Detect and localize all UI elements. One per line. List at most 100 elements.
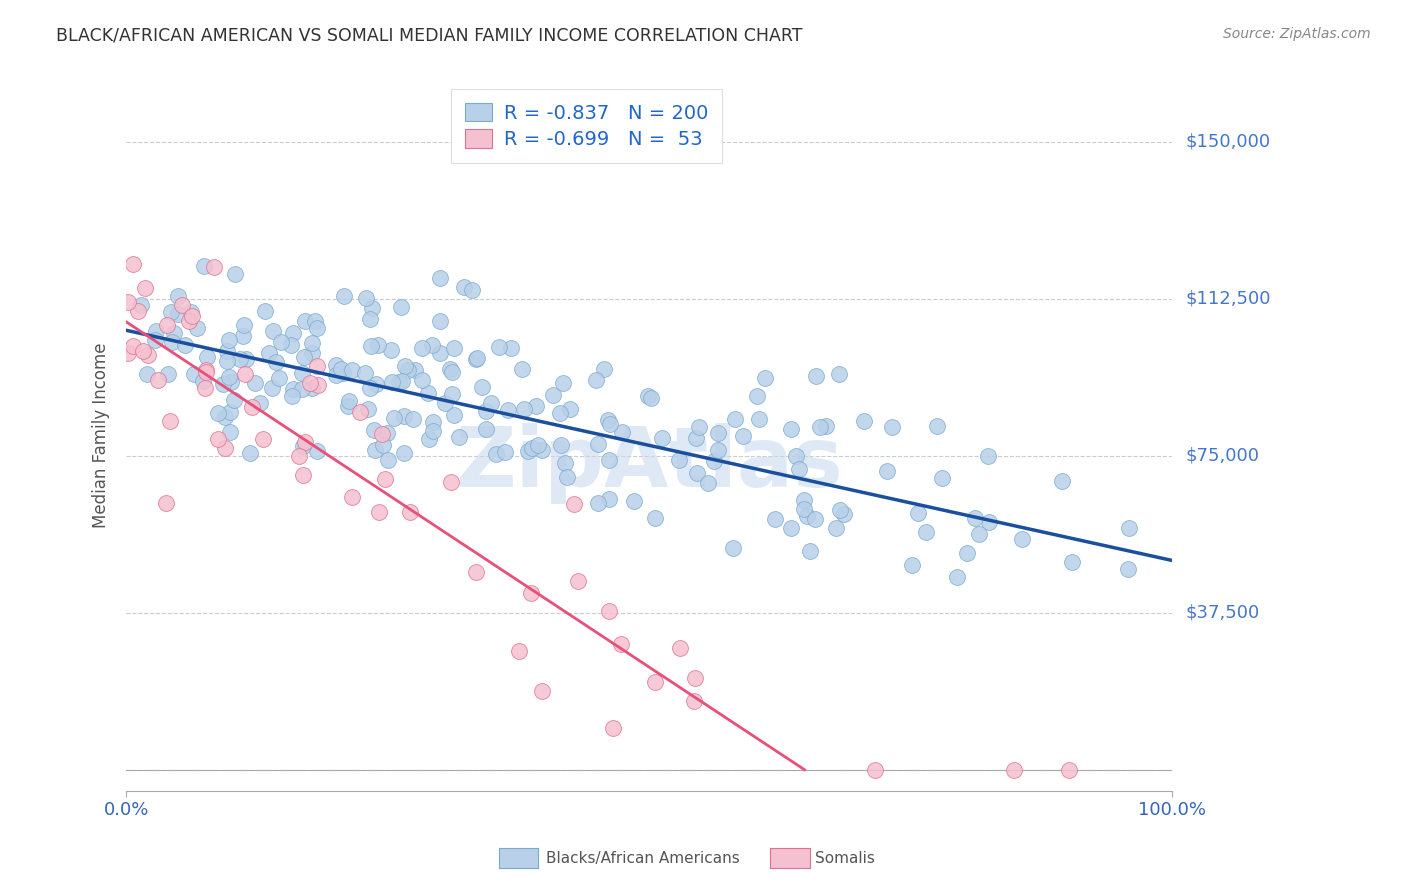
Point bbox=[530, 684, 553, 698]
Point bbox=[127, 304, 149, 318]
Point bbox=[554, 456, 576, 470]
Point bbox=[367, 338, 389, 352]
Point bbox=[411, 373, 433, 387]
Point bbox=[249, 396, 271, 410]
Point bbox=[668, 452, 690, 467]
Point bbox=[637, 389, 659, 403]
Point bbox=[876, 464, 898, 478]
Point bbox=[553, 376, 575, 391]
Point bbox=[301, 335, 323, 350]
Point bbox=[391, 374, 413, 388]
Point bbox=[122, 257, 145, 271]
Point bbox=[793, 501, 815, 516]
Point bbox=[193, 259, 215, 273]
Point bbox=[640, 391, 662, 405]
Point bbox=[262, 324, 284, 338]
Text: $112,500: $112,500 bbox=[1187, 290, 1271, 308]
Point bbox=[163, 326, 186, 340]
Point bbox=[325, 368, 347, 383]
Point bbox=[471, 380, 494, 394]
Point bbox=[1116, 561, 1139, 575]
Point bbox=[121, 339, 143, 353]
Point bbox=[880, 420, 903, 434]
Point bbox=[181, 309, 204, 323]
Point bbox=[496, 402, 519, 417]
Point bbox=[832, 507, 855, 521]
Point bbox=[359, 381, 381, 395]
Point bbox=[384, 410, 406, 425]
Point bbox=[963, 510, 986, 524]
Point bbox=[132, 343, 155, 358]
Point bbox=[371, 438, 394, 452]
Point bbox=[814, 419, 837, 434]
Point bbox=[429, 314, 451, 328]
Point bbox=[485, 447, 508, 461]
Point bbox=[354, 291, 377, 305]
Point bbox=[585, 373, 607, 387]
Point bbox=[900, 558, 922, 572]
Point bbox=[366, 377, 388, 392]
Point bbox=[422, 425, 444, 439]
Point bbox=[146, 373, 169, 387]
Point bbox=[956, 546, 979, 560]
Point bbox=[270, 334, 292, 349]
Point bbox=[157, 368, 180, 382]
Text: BLACK/AFRICAN AMERICAN VS SOMALI MEDIAN FAMILY INCOME CORRELATION CHART: BLACK/AFRICAN AMERICAN VS SOMALI MEDIAN … bbox=[56, 27, 803, 45]
Point bbox=[129, 298, 152, 312]
Point bbox=[439, 362, 461, 376]
Point bbox=[593, 362, 616, 376]
Point bbox=[610, 425, 633, 440]
Point bbox=[793, 492, 815, 507]
Point bbox=[977, 515, 1000, 529]
Point bbox=[394, 359, 416, 373]
Text: $150,000: $150,000 bbox=[1187, 133, 1271, 151]
Point bbox=[299, 376, 322, 390]
Point bbox=[377, 453, 399, 467]
Point bbox=[232, 329, 254, 343]
Point bbox=[586, 495, 609, 509]
Point bbox=[374, 473, 396, 487]
Point bbox=[167, 307, 190, 321]
Point bbox=[465, 351, 488, 366]
Point bbox=[443, 409, 465, 423]
Point bbox=[280, 337, 302, 351]
Point bbox=[266, 355, 288, 369]
Point bbox=[724, 412, 747, 426]
Point bbox=[194, 381, 217, 395]
Point bbox=[1002, 763, 1025, 777]
Point bbox=[325, 358, 347, 372]
Point bbox=[422, 415, 444, 429]
Point bbox=[214, 441, 236, 455]
Point bbox=[440, 387, 463, 401]
Point bbox=[461, 283, 484, 297]
Point bbox=[763, 512, 786, 526]
Text: $75,000: $75,000 bbox=[1187, 447, 1260, 465]
Point bbox=[186, 321, 208, 335]
Point bbox=[623, 494, 645, 508]
Point bbox=[914, 525, 936, 540]
Point bbox=[380, 343, 402, 358]
Point bbox=[207, 406, 229, 420]
Point bbox=[215, 354, 238, 368]
Point bbox=[598, 491, 620, 506]
Point bbox=[429, 271, 451, 285]
Point bbox=[307, 359, 329, 374]
Point bbox=[449, 430, 471, 444]
Point bbox=[598, 453, 620, 467]
Point bbox=[1011, 532, 1033, 546]
Point bbox=[745, 389, 768, 403]
Point bbox=[172, 298, 194, 312]
Point bbox=[330, 362, 353, 376]
Point bbox=[392, 409, 415, 423]
Point bbox=[357, 401, 380, 416]
Point bbox=[381, 375, 404, 389]
Point bbox=[219, 405, 242, 419]
Point bbox=[527, 438, 550, 452]
Point bbox=[340, 363, 363, 377]
Text: Somalis: Somalis bbox=[815, 851, 876, 865]
Point bbox=[301, 345, 323, 359]
Point bbox=[307, 320, 329, 334]
Point bbox=[291, 383, 314, 397]
Point bbox=[531, 442, 554, 457]
Point bbox=[602, 721, 624, 735]
